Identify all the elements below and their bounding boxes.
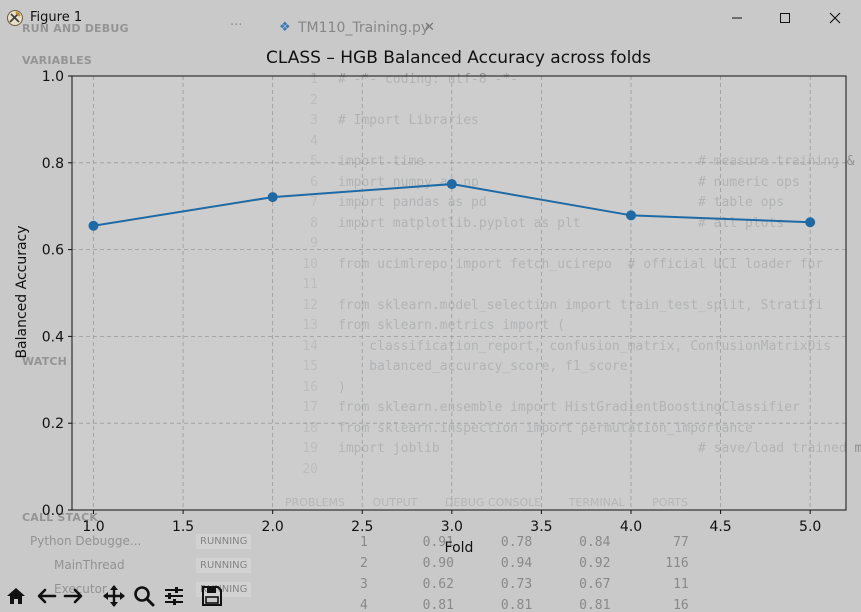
minimize-button[interactable] — [714, 4, 760, 32]
maximize-button[interactable] — [762, 4, 808, 32]
home-icon[interactable] — [4, 584, 28, 608]
save-icon[interactable] — [200, 584, 224, 608]
y-tick-label: 0.8 — [42, 156, 64, 172]
forward-icon[interactable] — [62, 584, 86, 608]
data-point — [626, 210, 636, 221]
x-tick-label: 2.5 — [351, 519, 373, 535]
x-tick-label: 3.0 — [441, 519, 463, 535]
x-tick-label: 2.0 — [262, 519, 284, 535]
close-icon — [829, 12, 841, 24]
close-button[interactable] — [812, 4, 858, 32]
y-tick-label: 1.0 — [42, 69, 64, 85]
window-titlebar[interactable]: Figure 1 ··· ❖ TM110_Training.py ✕ — [0, 0, 861, 36]
editor-tab-title: TM110_Training.py — [298, 20, 430, 36]
y-tick-label: 0.0 — [42, 503, 64, 519]
x-tick-label: 1.5 — [172, 519, 194, 535]
plot-area[interactable] — [72, 76, 846, 510]
pan-icon[interactable] — [102, 584, 126, 608]
chart-title: CLASS – HGB Balanced Accuracy across fol… — [266, 48, 651, 68]
editor-tab-close-icon: ✕ — [424, 20, 435, 35]
minimize-icon — [732, 17, 742, 19]
axes-frame — [71, 75, 847, 511]
y-tick-label: 0.6 — [42, 243, 64, 259]
x-tick-label: 4.0 — [620, 519, 642, 535]
data-point — [88, 220, 99, 231]
zoom-icon[interactable] — [132, 584, 156, 608]
figure-window-icon — [7, 10, 23, 26]
x-tick-label: 5.0 — [799, 519, 821, 535]
data-point — [805, 217, 816, 228]
x-tick-label: 4.5 — [709, 519, 731, 535]
y-tick-label: 0.2 — [42, 416, 64, 432]
y-tick-label: 0.4 — [42, 329, 64, 345]
data-point — [267, 192, 278, 203]
data-point — [446, 179, 457, 190]
maximize-icon — [780, 13, 790, 23]
x-tick-label: 1.0 — [82, 519, 104, 535]
configure-subplots-icon[interactable] — [162, 584, 186, 608]
python-file-icon: ❖ — [279, 20, 291, 35]
axis-ticks: 1.0 1.5 2.0 2.5 3.0 3.5 4.0 4.5 5.0 0.0 0.2 0.4 0.6 0… — [42, 69, 822, 535]
y-axis-label: Balanced Accuracy — [14, 225, 30, 359]
more-actions-icon: ··· — [230, 18, 243, 33]
x-axis-label: Fold — [444, 540, 474, 556]
figure-toolbar — [0, 575, 861, 612]
back-icon[interactable] — [34, 584, 58, 608]
x-tick-label: 3.5 — [530, 519, 552, 535]
window-title: Figure 1 — [30, 10, 83, 25]
data-series — [88, 179, 816, 231]
